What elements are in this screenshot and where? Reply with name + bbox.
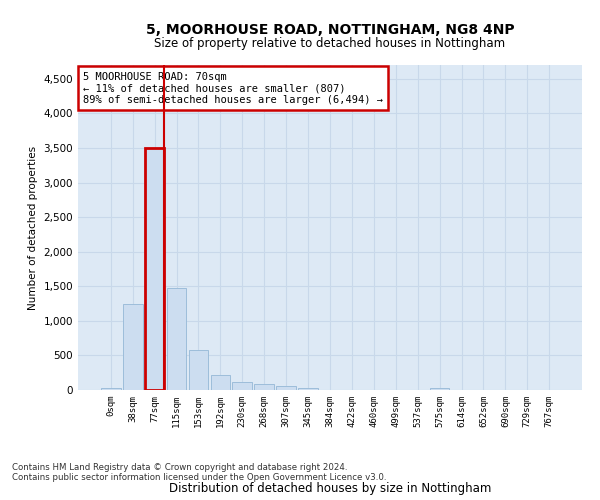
Bar — [145, 148, 164, 390]
Bar — [254, 384, 274, 390]
Text: Distribution of detached houses by size in Nottingham: Distribution of detached houses by size … — [169, 482, 491, 495]
Bar — [188, 350, 208, 390]
Y-axis label: Number of detached properties: Number of detached properties — [28, 146, 38, 310]
Bar — [430, 388, 449, 390]
Bar — [101, 388, 121, 390]
Text: 5, MOORHOUSE ROAD, NOTTINGHAM, NG8 4NP: 5, MOORHOUSE ROAD, NOTTINGHAM, NG8 4NP — [146, 22, 514, 36]
Bar — [211, 375, 230, 390]
Bar — [298, 388, 318, 390]
Text: Contains public sector information licensed under the Open Government Licence v3: Contains public sector information licen… — [12, 474, 386, 482]
Text: Contains HM Land Registry data © Crown copyright and database right 2024.: Contains HM Land Registry data © Crown c… — [12, 464, 347, 472]
Text: 5 MOORHOUSE ROAD: 70sqm
← 11% of detached houses are smaller (807)
89% of semi-d: 5 MOORHOUSE ROAD: 70sqm ← 11% of detache… — [83, 72, 383, 104]
Text: Size of property relative to detached houses in Nottingham: Size of property relative to detached ho… — [154, 38, 506, 51]
Bar — [276, 386, 296, 390]
Bar — [123, 304, 143, 390]
Bar — [232, 382, 252, 390]
Bar — [167, 288, 187, 390]
